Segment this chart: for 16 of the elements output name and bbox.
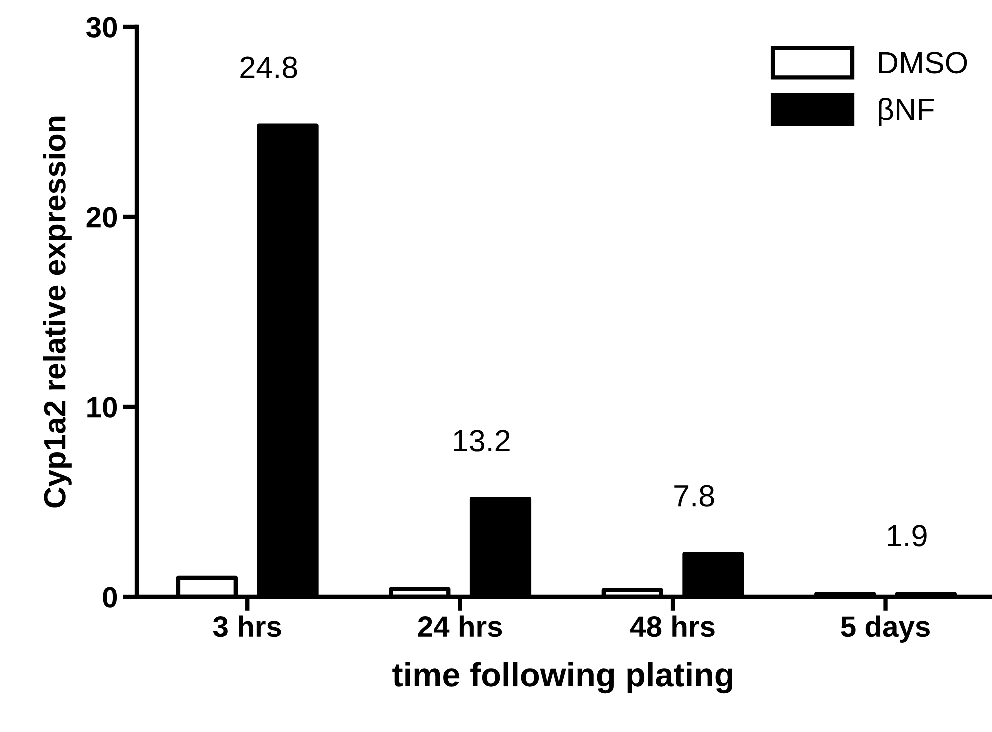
y-tick-label: 10 xyxy=(88,397,118,418)
x-tick-label: 48 hrs xyxy=(630,616,715,638)
annotation: 7.8 xyxy=(674,485,714,507)
annotation: 24.8 xyxy=(240,56,298,78)
x-tick-label: 24 hrs xyxy=(418,616,502,638)
x-tick-label: 3 hrs xyxy=(213,616,282,638)
annotation: 13.2 xyxy=(454,430,510,452)
legend-label: DMSO xyxy=(879,52,968,74)
x-axis-title: time following plating xyxy=(392,662,733,694)
y-tick-label: 0 xyxy=(103,587,118,608)
y-axis-title: Cyp1a2 relative expression xyxy=(43,116,72,508)
annotation: 1.9 xyxy=(888,525,927,547)
x-tick-label: 5 days xyxy=(841,616,930,643)
y-tick-label: 20 xyxy=(86,207,118,228)
legend-label: βNF xyxy=(879,98,934,126)
y-tick-label: 30 xyxy=(86,17,118,38)
